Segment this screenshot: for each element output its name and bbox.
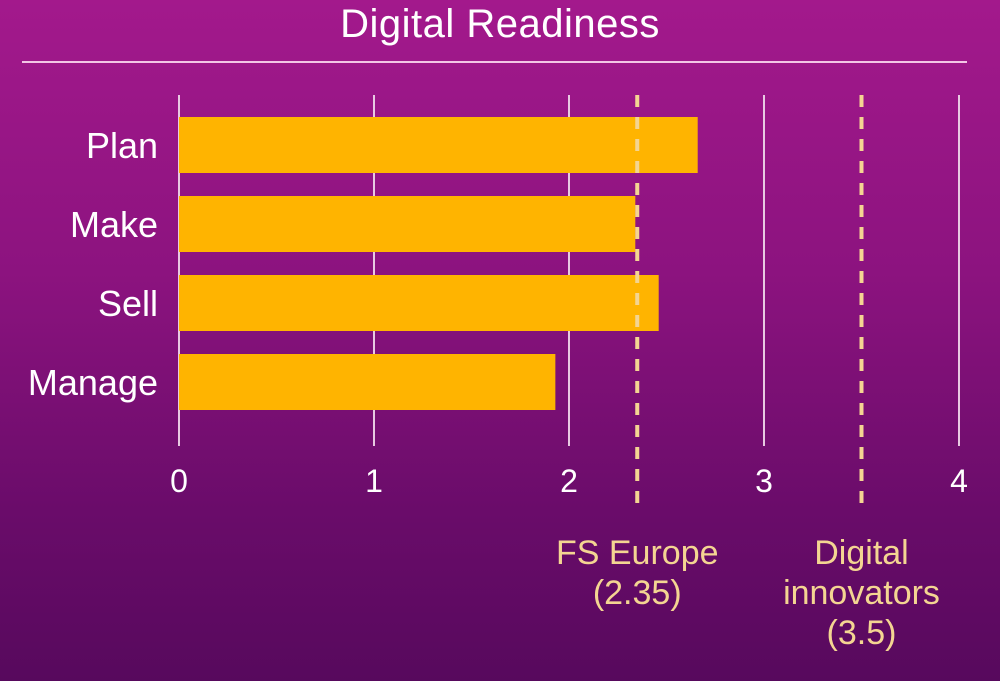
reference-label-2-line-1: Digital bbox=[814, 534, 908, 572]
category-label-sell: Sell bbox=[98, 283, 158, 324]
x-tick-label-4: 4 bbox=[950, 463, 968, 499]
reference-label-1-line-2: (2.35) bbox=[593, 574, 682, 612]
x-tick-label-0: 0 bbox=[170, 463, 188, 499]
x-tick-label-3: 3 bbox=[755, 463, 773, 499]
reference-label-2-line-3: (3.5) bbox=[827, 614, 897, 652]
title-divider bbox=[22, 61, 967, 63]
x-tick-label-1: 1 bbox=[365, 463, 383, 499]
bar-sell bbox=[179, 275, 659, 331]
chart-title: Digital Readiness bbox=[340, 2, 660, 46]
x-tick-label-2: 2 bbox=[560, 463, 578, 499]
reference-label-2-line-2: innovators bbox=[783, 574, 940, 612]
category-label-manage: Manage bbox=[28, 362, 158, 403]
reference-label-1-line-1: FS Europe bbox=[556, 534, 719, 572]
category-label-make: Make bbox=[70, 204, 158, 245]
category-label-plan: Plan bbox=[86, 125, 158, 166]
bar-plan bbox=[179, 117, 698, 173]
bar-make bbox=[179, 196, 636, 252]
bar-manage bbox=[179, 354, 556, 410]
